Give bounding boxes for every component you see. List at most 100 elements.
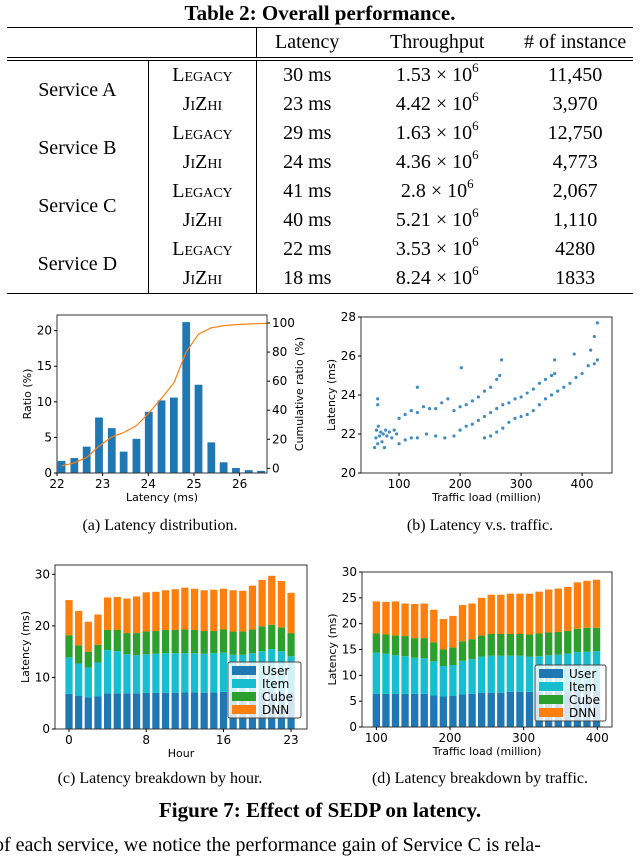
scatter-point <box>380 440 384 444</box>
stacked-bar-cube <box>410 638 419 658</box>
stacked-bar-user <box>94 696 102 729</box>
scatter-point <box>501 426 505 430</box>
stacked-bar-user <box>210 692 218 729</box>
stacked-bar-cube <box>75 645 83 664</box>
scatter-point <box>562 385 566 389</box>
plot-frame <box>360 316 613 474</box>
histogram-bar <box>244 470 253 473</box>
scatter-point <box>392 428 396 432</box>
stacked-bar-cube <box>535 633 543 657</box>
scatter-point <box>495 407 499 411</box>
stacked-bar-dnn <box>535 591 543 634</box>
stacked-bar-cube <box>229 631 237 655</box>
stacked-bar-dnn <box>468 603 476 640</box>
stacked-bar-user <box>152 692 160 729</box>
scatter-point <box>374 428 379 432</box>
stacked-bar-dnn <box>171 589 179 630</box>
stacked-bar-cube <box>84 651 92 668</box>
stacked-bar-item <box>94 662 102 697</box>
variant-name: Legacy <box>148 119 258 148</box>
scatter-point <box>458 405 462 409</box>
y-tick-label: 5 <box>349 694 357 708</box>
x-axis-label: Hour <box>168 747 195 760</box>
stacked-bar-cube <box>564 630 572 654</box>
scatter-point <box>373 446 377 450</box>
variant-name: JiZhi <box>148 90 258 119</box>
latency-cell: 22 ms <box>283 238 332 260</box>
stacked-bar-user <box>75 695 83 729</box>
instances-cell: 4,773 <box>552 151 598 173</box>
stacked-bar-dnn <box>564 586 572 631</box>
legend-swatch-user <box>232 666 256 675</box>
x-tick-label: 23 <box>95 477 110 491</box>
stacked-bar-dnn <box>477 597 486 636</box>
table-row: JiZhi 23 ms 4.42 × 106 3,970 <box>7 90 633 119</box>
y-tick-label: 0 <box>44 466 52 480</box>
y-tick-label: 30 <box>342 565 357 579</box>
scatter-point <box>470 422 474 426</box>
stacked-bar-cube <box>391 635 400 656</box>
stacked-bar-cube <box>239 631 247 655</box>
stacked-bar-user <box>410 693 419 727</box>
scatter-point <box>519 414 523 419</box>
stacked-bar-dnn <box>391 601 400 636</box>
stacked-bar-user <box>506 691 515 727</box>
stacked-bar-item <box>210 653 218 693</box>
stacked-bar-item <box>219 652 228 692</box>
throughput-exponent: 6 <box>472 60 479 75</box>
legend-swatch-cube <box>232 692 256 701</box>
stacked-bar-cube <box>544 632 553 656</box>
stacked-bar-item <box>132 655 141 694</box>
stacked-bar-dnn <box>248 585 257 630</box>
scatter-point <box>374 436 378 440</box>
body-text: of each service, we notice the performan… <box>0 834 541 856</box>
stacked-bar-cube <box>487 634 495 656</box>
latency-cell: 18 ms <box>283 267 332 289</box>
stacked-bar-dnn <box>123 598 131 634</box>
chart-b <box>358 316 613 476</box>
stacked-bar-cube <box>161 629 170 654</box>
throughput-mantissa: 8.24 × 10 <box>395 267 473 289</box>
stacked-bar-dnn <box>583 580 591 628</box>
scatter-point <box>525 412 529 417</box>
stacked-bar-cube <box>113 629 121 652</box>
stacked-bar-user <box>382 693 390 727</box>
histogram-bar <box>169 397 178 473</box>
legend-box <box>227 661 302 719</box>
stacked-bar-dnn <box>525 593 534 635</box>
stacked-bar-user <box>181 692 189 729</box>
stacked-bar-item <box>113 651 121 694</box>
variant-name: JiZhi <box>148 206 258 235</box>
stacked-bar-cube <box>181 629 189 654</box>
stacked-bar-item <box>420 658 428 694</box>
y-axis-label: Latency (ms) <box>19 611 32 683</box>
stacked-bar-user <box>487 692 495 727</box>
throughput-exponent: 6 <box>472 234 479 249</box>
scatter-point <box>592 362 596 366</box>
stacked-bar-cube <box>132 633 141 656</box>
table-row: Service C Legacy 41 ms 2.8 × 106 2,067 <box>7 177 633 235</box>
instances-cell: 1833 <box>555 267 596 289</box>
stacked-bar-dnn <box>94 614 102 645</box>
scatter-point <box>580 371 584 376</box>
stacked-bar-user <box>497 692 505 727</box>
plot-frame <box>54 564 308 730</box>
scatter-point <box>543 397 548 401</box>
chart-a <box>54 314 270 476</box>
stacked-bar-dnn <box>372 601 381 634</box>
throughput-mantissa: 4.42 × 10 <box>395 93 473 115</box>
legend-label: Cube <box>262 690 293 704</box>
histogram-bar <box>182 322 191 473</box>
scatter-point <box>482 436 487 440</box>
instances-cell: 2,067 <box>552 180 598 202</box>
x-tick-label: 400 <box>586 731 609 745</box>
y2-tick-label: 20 <box>272 432 287 446</box>
table-row: JiZhi 40 ms 5.21 × 106 1,110 <box>7 206 633 235</box>
stacked-bar-item <box>200 653 208 693</box>
stacked-bar-cube <box>210 631 218 654</box>
y-tick-label: 10 <box>342 668 357 682</box>
legend-swatch-dnn <box>232 705 256 714</box>
y-tick-label: 10 <box>37 395 52 409</box>
y-tick-label: 15 <box>342 643 357 657</box>
